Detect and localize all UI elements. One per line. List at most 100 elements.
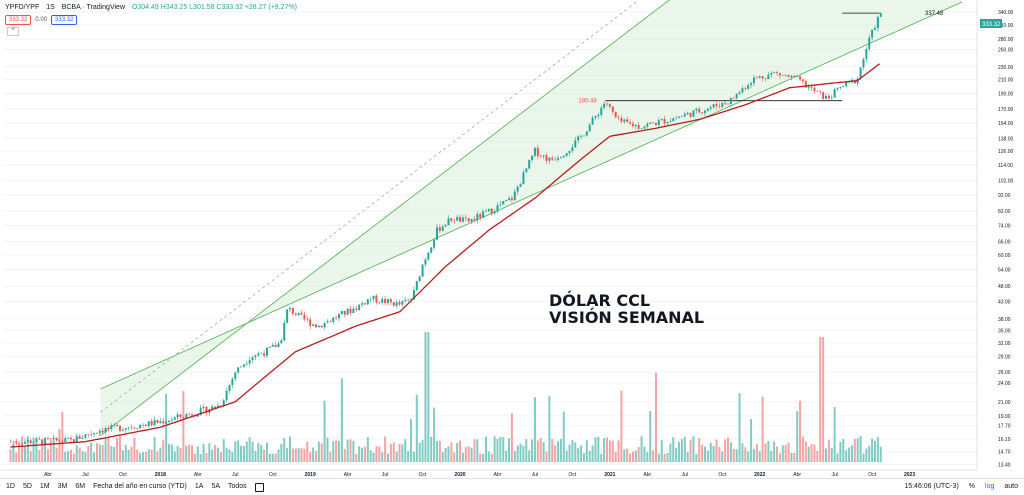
log-toggle[interactable]: log (985, 483, 995, 490)
candle-body (513, 191, 516, 201)
volume-bar (799, 400, 802, 462)
range-3m[interactable]: 3M (57, 483, 68, 490)
price-tick-label: 17.70 (998, 424, 1011, 430)
candle-body (438, 227, 441, 231)
candle-body (435, 227, 438, 240)
time-tick-label: 2018 (155, 472, 166, 478)
candle-body (556, 158, 560, 160)
candle-body (389, 299, 392, 303)
volume-bar (519, 443, 522, 462)
volume-bar (683, 436, 686, 462)
calendar-icon[interactable] (254, 483, 264, 492)
moving-average-line (10, 63, 880, 448)
candle-body (657, 120, 660, 125)
volume-bar (159, 447, 162, 462)
volume-bar (608, 440, 611, 462)
volume-bar (545, 451, 548, 462)
volume-bar (761, 396, 764, 462)
range-6m[interactable]: 6M (75, 483, 86, 490)
candle-body (280, 340, 283, 344)
time-tick-label: 2021 (604, 472, 615, 478)
candle-body (332, 317, 335, 322)
candle-body (286, 309, 289, 323)
candle-body (104, 427, 107, 433)
volume-bar (447, 446, 450, 462)
candle-body (626, 119, 629, 123)
volume-bar (366, 436, 369, 462)
candle-body (369, 299, 372, 300)
volume-bar (113, 446, 116, 462)
candle-body (487, 208, 490, 212)
volume-bar (165, 393, 168, 462)
bid-button[interactable]: 333.32 (5, 15, 32, 25)
candle-body (773, 72, 776, 74)
candle-body (776, 72, 779, 73)
candle-body (545, 155, 548, 161)
volume-bar (833, 407, 836, 462)
time-tick-label: Abr (643, 472, 651, 478)
volume-bar (819, 337, 822, 462)
auto-toggle[interactable]: auto (1004, 483, 1018, 490)
collapse-chevron-icon[interactable]: ⌃ (7, 27, 19, 36)
candle-body (404, 300, 407, 302)
volume-bar (459, 440, 462, 462)
candle-body (265, 347, 268, 356)
candle-body (706, 108, 709, 111)
candle-body (257, 353, 260, 356)
candle-body (600, 107, 603, 115)
candle-body (617, 117, 620, 119)
candle-body (245, 363, 248, 365)
candle-body (352, 308, 355, 313)
volume-bar (289, 436, 292, 462)
range-todos[interactable]: Todos (228, 483, 247, 490)
volume-bar (729, 442, 732, 462)
range-1m[interactable]: 1M (39, 483, 50, 490)
time-tick-label: Abr (194, 472, 202, 478)
volume-bar (228, 449, 231, 462)
range-1a[interactable]: 1A (194, 483, 204, 490)
candle-body (450, 218, 453, 221)
candle-body (868, 37, 871, 49)
candle-body (113, 424, 116, 426)
volume-bar (412, 451, 415, 462)
range-5d[interactable]: 5D (22, 483, 32, 490)
interval-label[interactable]: 1S (46, 4, 55, 11)
range-5a[interactable]: 5A (211, 483, 220, 490)
price-tick-label: 92.00 (998, 193, 1011, 199)
candle-body (574, 140, 577, 148)
candle-body (407, 299, 410, 301)
candle-body (614, 111, 617, 118)
price-tick-label: 24.00 (998, 381, 1011, 387)
candle-body (842, 86, 845, 87)
volume-bar (741, 443, 744, 462)
candle-body (453, 220, 456, 222)
time-tick-label: Oct (119, 472, 127, 478)
candle-body (29, 440, 32, 444)
volume-bar (133, 437, 136, 462)
range-ytd[interactable]: Fecha del año en curso (YTD) (93, 483, 187, 490)
clock-time[interactable]: 15:46:06 (UTC-3) (904, 483, 959, 490)
time-tick-label: Jul (532, 472, 538, 478)
range-1d[interactable]: 1D (6, 483, 15, 490)
volume-bar (698, 438, 701, 462)
volume-bar (199, 453, 202, 462)
symbol-name[interactable]: YPFD/YPF (5, 4, 40, 11)
price-levels (605, 12, 880, 102)
time-tick-label: Oct (868, 472, 876, 478)
candle-body (130, 427, 133, 429)
channel-fill (100, 0, 963, 436)
candle-body (663, 119, 666, 124)
candle-body (228, 384, 231, 391)
volume-bar (574, 442, 577, 462)
candle-body (314, 324, 317, 328)
volume-bar (790, 452, 793, 462)
ask-button[interactable]: 333.32 (51, 15, 78, 25)
candle-body (836, 88, 839, 90)
percent-toggle[interactable]: % (968, 483, 976, 490)
volume-bar (669, 443, 672, 462)
candle-body (222, 400, 225, 407)
volume-bar (95, 443, 98, 462)
candle-body (447, 218, 450, 226)
price-tick-label: 19.00 (998, 414, 1011, 420)
price-chart[interactable]: 340.00 310.00 280.00 260.00 230.00 210.00 190.… (0, 0, 1024, 478)
